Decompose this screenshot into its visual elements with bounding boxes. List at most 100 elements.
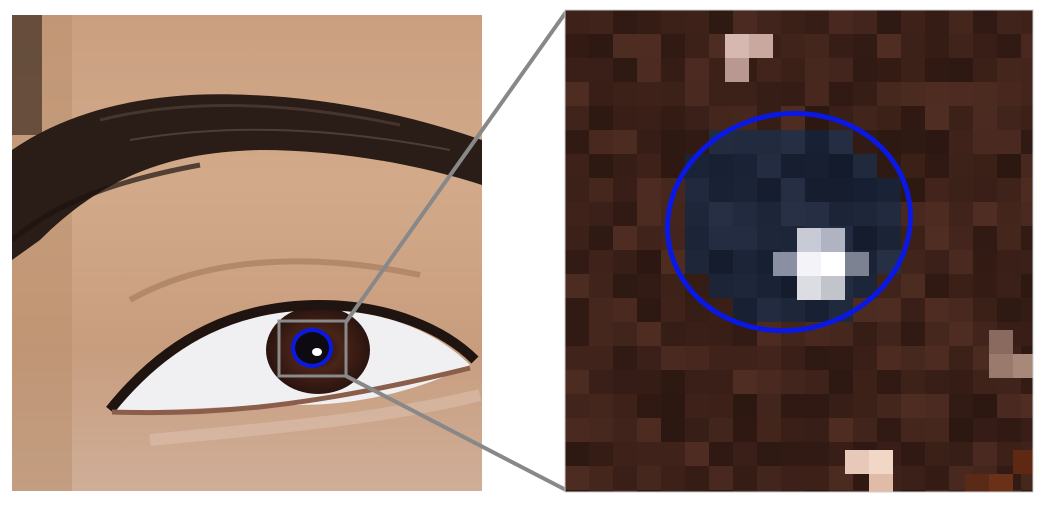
pixel-cell: [997, 34, 1021, 58]
pixel-cell: [997, 178, 1021, 202]
pixel-cell: [613, 490, 637, 492]
pixel-cell: [901, 154, 925, 178]
pixel-cell: [781, 418, 805, 442]
pixel-cell: [877, 58, 901, 82]
specular-pixel: [797, 276, 821, 300]
highlight-pixel: [869, 474, 893, 492]
pixel-cell: [997, 130, 1021, 154]
roi-box: [277, 319, 348, 378]
pixel-cell: [757, 154, 781, 178]
zoom-frame: [564, 9, 1034, 493]
pixel-cell: [565, 202, 589, 226]
pixel-cell: [589, 274, 613, 298]
pixel-cell: [781, 442, 805, 466]
specular-pixel: [773, 252, 797, 276]
pixel-cell: [829, 34, 853, 58]
pixel-cell: [805, 178, 829, 202]
pixel-cell: [589, 370, 613, 394]
pixel-cell: [709, 10, 733, 34]
pixel-cell: [973, 298, 997, 322]
zoom-highlight-ellipse: [665, 110, 913, 334]
pixel-cell: [997, 202, 1021, 226]
pixel-cell: [973, 154, 997, 178]
zoomed-iris: [565, 10, 1033, 492]
pixel-cell: [757, 178, 781, 202]
pixel-cell: [589, 322, 613, 346]
pixel-cell: [1021, 418, 1033, 442]
pixel-cell: [853, 34, 877, 58]
pixel-cell: [997, 490, 1021, 492]
pixel-cell: [1021, 130, 1033, 154]
pixel-cell: [733, 298, 757, 322]
pixel-cell: [589, 298, 613, 322]
pixel-cell: [757, 442, 781, 466]
pixel-cell: [757, 274, 781, 298]
pixel-cell: [757, 322, 781, 346]
pixel-cell: [805, 58, 829, 82]
pixel-cell: [661, 82, 685, 106]
pixel-cell: [709, 466, 733, 490]
pixel-cell: [949, 226, 973, 250]
pixel-cell: [853, 322, 877, 346]
pixel-cell: [949, 418, 973, 442]
pixel-cell: [613, 226, 637, 250]
pixel-cell: [685, 202, 709, 226]
pixel-cell: [613, 274, 637, 298]
connector-line-top: [344, 10, 568, 324]
pixel-cell: [805, 370, 829, 394]
pixel-cell: [733, 274, 757, 298]
pixel-cell: [637, 370, 661, 394]
specular-pixel: [797, 228, 821, 252]
pixel-cell: [565, 322, 589, 346]
pixel-cell: [829, 58, 853, 82]
pixel-cell: [1021, 226, 1033, 250]
pixel-cell: [901, 370, 925, 394]
pixel-cell: [637, 250, 661, 274]
pixel-cell: [565, 58, 589, 82]
pixel-cell: [685, 130, 709, 154]
pixel-cell: [1021, 154, 1033, 178]
pixel-cell: [661, 418, 685, 442]
pixel-cell: [925, 34, 949, 58]
pixel-cell: [709, 490, 733, 492]
pixel-cell: [733, 466, 757, 490]
highlight-pixel: [989, 474, 1013, 492]
pixel-cell: [613, 34, 637, 58]
pixel-cell: [637, 58, 661, 82]
pixel-cell: [613, 394, 637, 418]
pixel-cell: [973, 82, 997, 106]
pixel-cell: [637, 178, 661, 202]
pixel-cell: [661, 226, 685, 250]
pixel-cell: [613, 466, 637, 490]
pixel-cell: [757, 130, 781, 154]
pixel-cell: [853, 154, 877, 178]
pixel-cell: [781, 34, 805, 58]
pixel-cell: [1021, 58, 1033, 82]
eye-photo: [12, 15, 482, 491]
pixel-cell: [1021, 202, 1033, 226]
pixel-cell: [637, 322, 661, 346]
pixel-cell: [877, 418, 901, 442]
pixel-cell: [829, 346, 853, 370]
pixel-cell: [733, 490, 757, 492]
pixel-cell: [589, 178, 613, 202]
pixel-cell: [829, 154, 853, 178]
pixel-cell: [901, 106, 925, 130]
pixel-cell: [589, 154, 613, 178]
pixel-cell: [925, 274, 949, 298]
pixel-cell: [781, 154, 805, 178]
pixel-cell: [997, 154, 1021, 178]
pixel-cell: [973, 10, 997, 34]
pixel-cell: [661, 58, 685, 82]
pixel-cell: [781, 322, 805, 346]
pixel-cell: [805, 154, 829, 178]
pixel-cell: [901, 490, 925, 492]
pixel-cell: [829, 202, 853, 226]
pixel-cell: [925, 106, 949, 130]
pixel-cell: [925, 226, 949, 250]
pixel-cell: [565, 130, 589, 154]
pixel-cell: [901, 274, 925, 298]
pixel-cell: [901, 346, 925, 370]
pixel-cell: [925, 370, 949, 394]
pixel-cell: [925, 130, 949, 154]
